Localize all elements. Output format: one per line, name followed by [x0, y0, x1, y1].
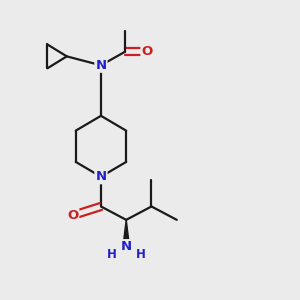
Polygon shape	[123, 220, 130, 247]
Text: O: O	[67, 209, 78, 222]
Text: N: N	[95, 170, 106, 183]
Text: H: H	[136, 248, 146, 260]
Text: N: N	[121, 240, 132, 253]
Text: H: H	[107, 248, 117, 260]
Text: N: N	[95, 59, 106, 72]
Text: O: O	[141, 45, 153, 58]
